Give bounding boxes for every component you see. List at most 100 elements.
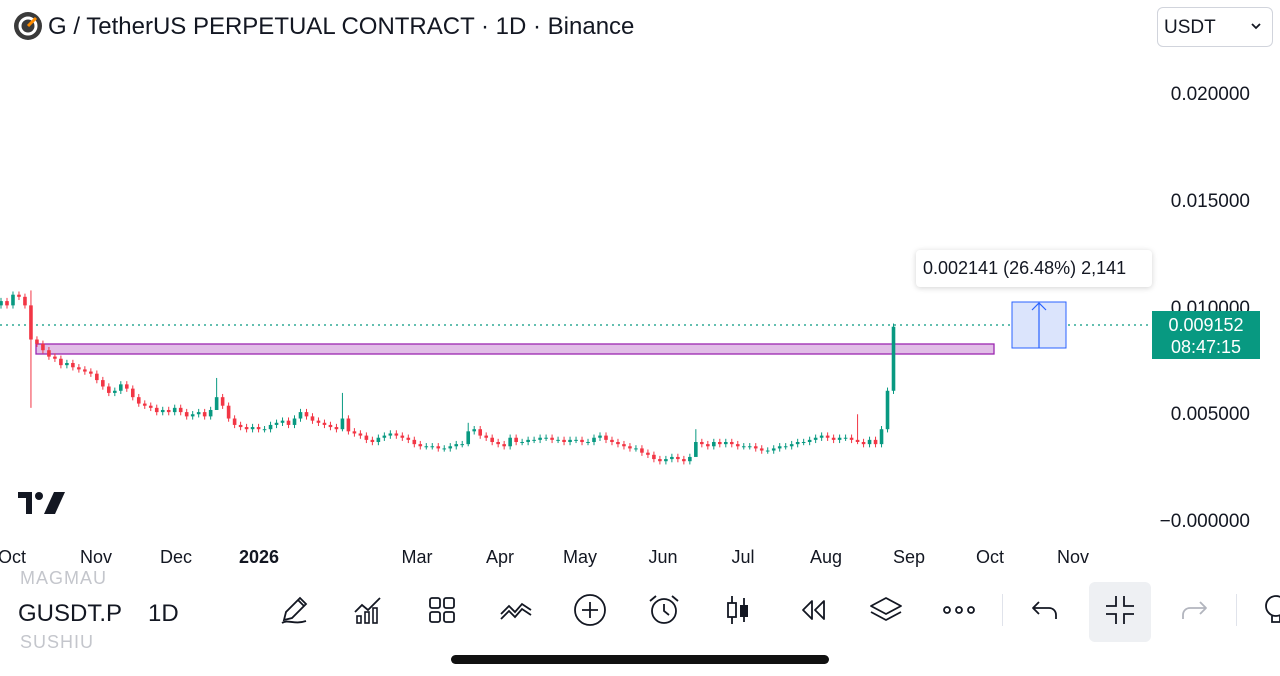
candle-body [574,439,578,441]
watchlist-next-symbol[interactable]: SUSHIU [20,632,95,652]
candle-body [298,412,303,419]
candle-body [759,448,764,451]
home-indicator [451,655,829,664]
tradingview-logo[interactable] [18,490,66,516]
candle-body [172,407,177,413]
watchlist-prev-symbol[interactable]: MAGMAU [20,568,107,588]
candle-body [454,444,459,447]
candle-body [196,412,201,415]
candle-body [604,435,608,440]
candle-body [352,431,357,434]
candle-body [148,405,153,408]
current-price-value: 0.009152 [1168,315,1244,335]
symbol-button[interactable]: GUSDT.P [18,600,123,627]
candle-body [113,390,117,393]
candle-body [807,439,812,443]
measure-tool[interactable] [1011,301,1067,349]
candle-body [825,435,830,438]
candle-body [741,446,746,448]
coin-logo [14,12,42,40]
candle-body [0,301,3,306]
bottom-toolbar: MAGMAU GUSDT.P SUSHIU 1D [0,568,1280,652]
lightbulb-icon[interactable] [1258,592,1280,628]
candle-body [220,397,225,406]
time-tick: Oct [0,547,27,567]
candle-body [95,373,99,381]
candle-body [292,418,297,425]
bar-countdown: 08:47:15 [1170,337,1242,357]
candle-body [142,403,147,406]
candle-body [640,448,644,453]
candle-body [747,446,752,448]
candle-body [676,456,680,460]
layers-icon[interactable] [868,592,904,628]
redo-icon[interactable] [1176,592,1212,628]
candle-body [71,363,75,368]
candle-body [520,442,524,444]
candle-body [508,437,512,447]
supply-zone-rectangle[interactable] [35,343,995,355]
compare-icon[interactable] [498,592,534,628]
time-tick: Apr [485,547,515,567]
indicators-icon[interactable] [350,592,386,628]
candle-body [388,433,393,436]
collapse-icon[interactable] [1102,592,1138,628]
measure-tooltip: 0.002141 (26.48%) 2,141 [916,250,1152,287]
time-tick: Dec [159,547,193,567]
candle-body [598,435,602,438]
candle-body [214,397,219,410]
candle-body [262,429,267,431]
candle-body [873,439,878,445]
undo-icon[interactable] [1027,592,1063,628]
replay-icon[interactable] [794,592,830,628]
candle-body [682,459,686,462]
candle-body [658,459,662,462]
candle-body [526,439,530,443]
symbol-title[interactable]: G / TetherUS PERPETUAL CONTRACT · 1D · B… [48,13,635,40]
chart-header: G / TetherUS PERPETUAL CONTRACT · 1D · B… [0,0,1280,56]
candle-body [5,301,9,306]
pen-icon[interactable] [276,592,312,628]
candle-body [568,439,572,443]
candle-body [136,397,141,404]
candle-body [478,429,482,436]
candle-body [771,448,776,451]
currency-select[interactable]: USDT [1157,7,1273,47]
candle-body [849,437,854,440]
candle-body [286,420,291,425]
candle-body [448,446,453,449]
candle-body [837,437,842,440]
candle-body [130,388,135,398]
candle-body [783,446,788,448]
candle-body [340,418,345,430]
candle-body [346,418,351,432]
time-tick: Sep [892,547,926,567]
candle-body [59,358,63,366]
candle-body [406,437,411,440]
interval-button[interactable]: 1D [148,600,179,627]
candle-body [879,429,884,445]
more-icon[interactable] [941,592,977,628]
candle-body [394,433,399,436]
candle-body [400,435,405,438]
candle-body [442,448,447,450]
candle-body [83,369,87,372]
candle-body [166,409,171,413]
candle-body [334,427,339,430]
candle-body [119,384,123,391]
candle-body [538,437,542,440]
candle-body [358,433,363,436]
candle-body [514,437,518,443]
candles-icon[interactable] [720,592,756,628]
candle-body [322,422,327,425]
candle-body [370,439,375,443]
candle-body [586,442,590,444]
templates-icon[interactable] [424,592,460,628]
add-icon[interactable] [572,592,608,628]
candle-body [652,454,656,460]
collapse-button-bg[interactable] [1089,582,1151,642]
price-chart[interactable] [0,0,1280,576]
toolbar-divider [1236,594,1237,626]
candle-body [412,439,417,445]
alert-icon[interactable] [646,592,682,628]
